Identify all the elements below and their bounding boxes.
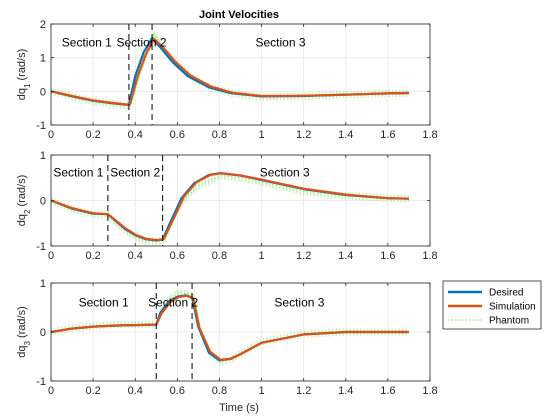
y-tick-label: 1 bbox=[40, 150, 46, 162]
y-tick-label: 1 bbox=[40, 278, 46, 290]
x-tick-label: 1.8 bbox=[422, 385, 437, 397]
x-tick-label: 1.8 bbox=[422, 250, 437, 262]
series-line-phantom bbox=[51, 289, 409, 359]
y-axis-label-subscript: 3 bbox=[23, 341, 32, 346]
y-axis-label: dq1 (rad/s) bbox=[16, 49, 32, 101]
x-tick-label: 0.4 bbox=[128, 385, 143, 397]
subplot-3: Section 1 Section 2 Section 3 0 0.2 0.4 0.6 0.8… bbox=[16, 278, 438, 397]
x-tick-label: 1.4 bbox=[338, 250, 353, 262]
section-label: Section 1 bbox=[62, 36, 112, 50]
series-line-simulation bbox=[51, 172, 409, 242]
axes-frame bbox=[50, 23, 431, 126]
legend-entry-simulation: Simulation bbox=[448, 302, 536, 313]
y-axis-label-unit: (rad/s) bbox=[16, 306, 28, 341]
x-tick-label: 1.4 bbox=[338, 385, 353, 397]
x-tick-label: 1 bbox=[258, 385, 264, 397]
x-tick-label: 0 bbox=[48, 385, 54, 397]
subplot-2: Section 1 Section 2 Section 3 0 0.2 0.4 0.6 0.8… bbox=[16, 150, 438, 262]
y-axis-label-subscript: 1 bbox=[23, 83, 32, 88]
x-tick-label: 0.2 bbox=[85, 129, 100, 141]
x-tick-label: 1.2 bbox=[296, 250, 311, 262]
series-group bbox=[51, 29, 409, 110]
section-label: Section 3 bbox=[260, 165, 310, 179]
series-line-phantom bbox=[51, 290, 409, 361]
y-axis-label: dq3 (rad/s) bbox=[16, 306, 32, 358]
y-axis-label-base: dq bbox=[16, 346, 28, 358]
x-tick-label: 0.8 bbox=[212, 385, 227, 397]
subplots: Section 1 Section 2 Section 3 0 0.2 0.4 0.6 0.8… bbox=[16, 19, 438, 397]
y-tick-label: 0 bbox=[40, 196, 46, 208]
x-tick-label: 1.6 bbox=[380, 385, 395, 397]
y-tick-label: -1 bbox=[36, 376, 46, 388]
x-tick-label: 0.2 bbox=[85, 385, 100, 397]
x-axis-label: Time (s) bbox=[219, 402, 259, 414]
plot-area bbox=[51, 24, 430, 125]
series-group bbox=[51, 171, 409, 245]
section-label: Section 1 bbox=[79, 296, 129, 310]
y-axis-label: dq2 (rad/s) bbox=[16, 175, 32, 227]
y-tick-label: -1 bbox=[36, 120, 46, 132]
y-axis-label-unit: (rad/s) bbox=[16, 175, 28, 210]
y-tick-label: 1 bbox=[40, 53, 46, 65]
figure-title: Joint Velocities bbox=[199, 9, 279, 21]
x-tick-label: 1.4 bbox=[338, 129, 353, 141]
x-tick-label: 0.4 bbox=[128, 129, 143, 141]
section-label: Section 2 bbox=[110, 165, 160, 179]
x-tick-label: 1 bbox=[258, 250, 264, 262]
y-tick-label: -1 bbox=[36, 241, 46, 253]
x-tick-label: 0 bbox=[48, 250, 54, 262]
series-line-simulation bbox=[51, 38, 409, 106]
x-tick-label: 1.2 bbox=[296, 385, 311, 397]
section-label: Section 3 bbox=[255, 36, 305, 50]
series-line-simulation bbox=[51, 294, 409, 361]
y-axis-label-unit: (rad/s) bbox=[16, 49, 28, 84]
legend-label-desired: Desired bbox=[489, 288, 523, 299]
section-label: Section 2 bbox=[117, 36, 167, 50]
series-group bbox=[51, 289, 409, 365]
x-tick-label: 0.6 bbox=[170, 129, 185, 141]
x-tick-label: 1.2 bbox=[296, 129, 311, 141]
x-tick-label: 0.2 bbox=[85, 250, 100, 262]
y-tick-label: 0 bbox=[40, 86, 46, 98]
legend-label-simulation: Simulation bbox=[489, 302, 536, 313]
legend: Desired Simulation Phantom bbox=[442, 280, 542, 330]
x-tick-label: 1.8 bbox=[422, 129, 437, 141]
x-tick-label: 0.8 bbox=[212, 250, 227, 262]
y-axis-label-base: dq bbox=[16, 88, 28, 100]
x-tick-label: 0.6 bbox=[170, 385, 185, 397]
legend-label-phantom: Phantom bbox=[489, 316, 529, 327]
x-tick-label: 0 bbox=[48, 129, 54, 141]
legend-entry-phantom: Phantom bbox=[448, 316, 529, 327]
y-axis-label-base: dq bbox=[16, 214, 28, 226]
x-tick-label: 0.8 bbox=[212, 129, 227, 141]
y-tick-label: 2 bbox=[40, 19, 46, 31]
x-tick-label: 1 bbox=[258, 129, 264, 141]
section-label: Section 3 bbox=[274, 296, 324, 310]
x-tick-label: 0.4 bbox=[128, 250, 143, 262]
x-tick-label: 1.6 bbox=[380, 129, 395, 141]
section-label: Section 2 bbox=[148, 296, 198, 310]
legend-entry-desired: Desired bbox=[448, 288, 523, 299]
y-axis-label-subscript: 2 bbox=[23, 209, 32, 214]
section-label: Section 1 bbox=[53, 165, 103, 179]
x-tick-label: 1.6 bbox=[380, 250, 395, 262]
subplot-1: Section 1 Section 2 Section 3 0 0.2 0.4 0.6 0.8… bbox=[16, 19, 438, 141]
y-tick-label: 0 bbox=[40, 327, 46, 339]
x-tick-label: 0.6 bbox=[170, 250, 185, 262]
